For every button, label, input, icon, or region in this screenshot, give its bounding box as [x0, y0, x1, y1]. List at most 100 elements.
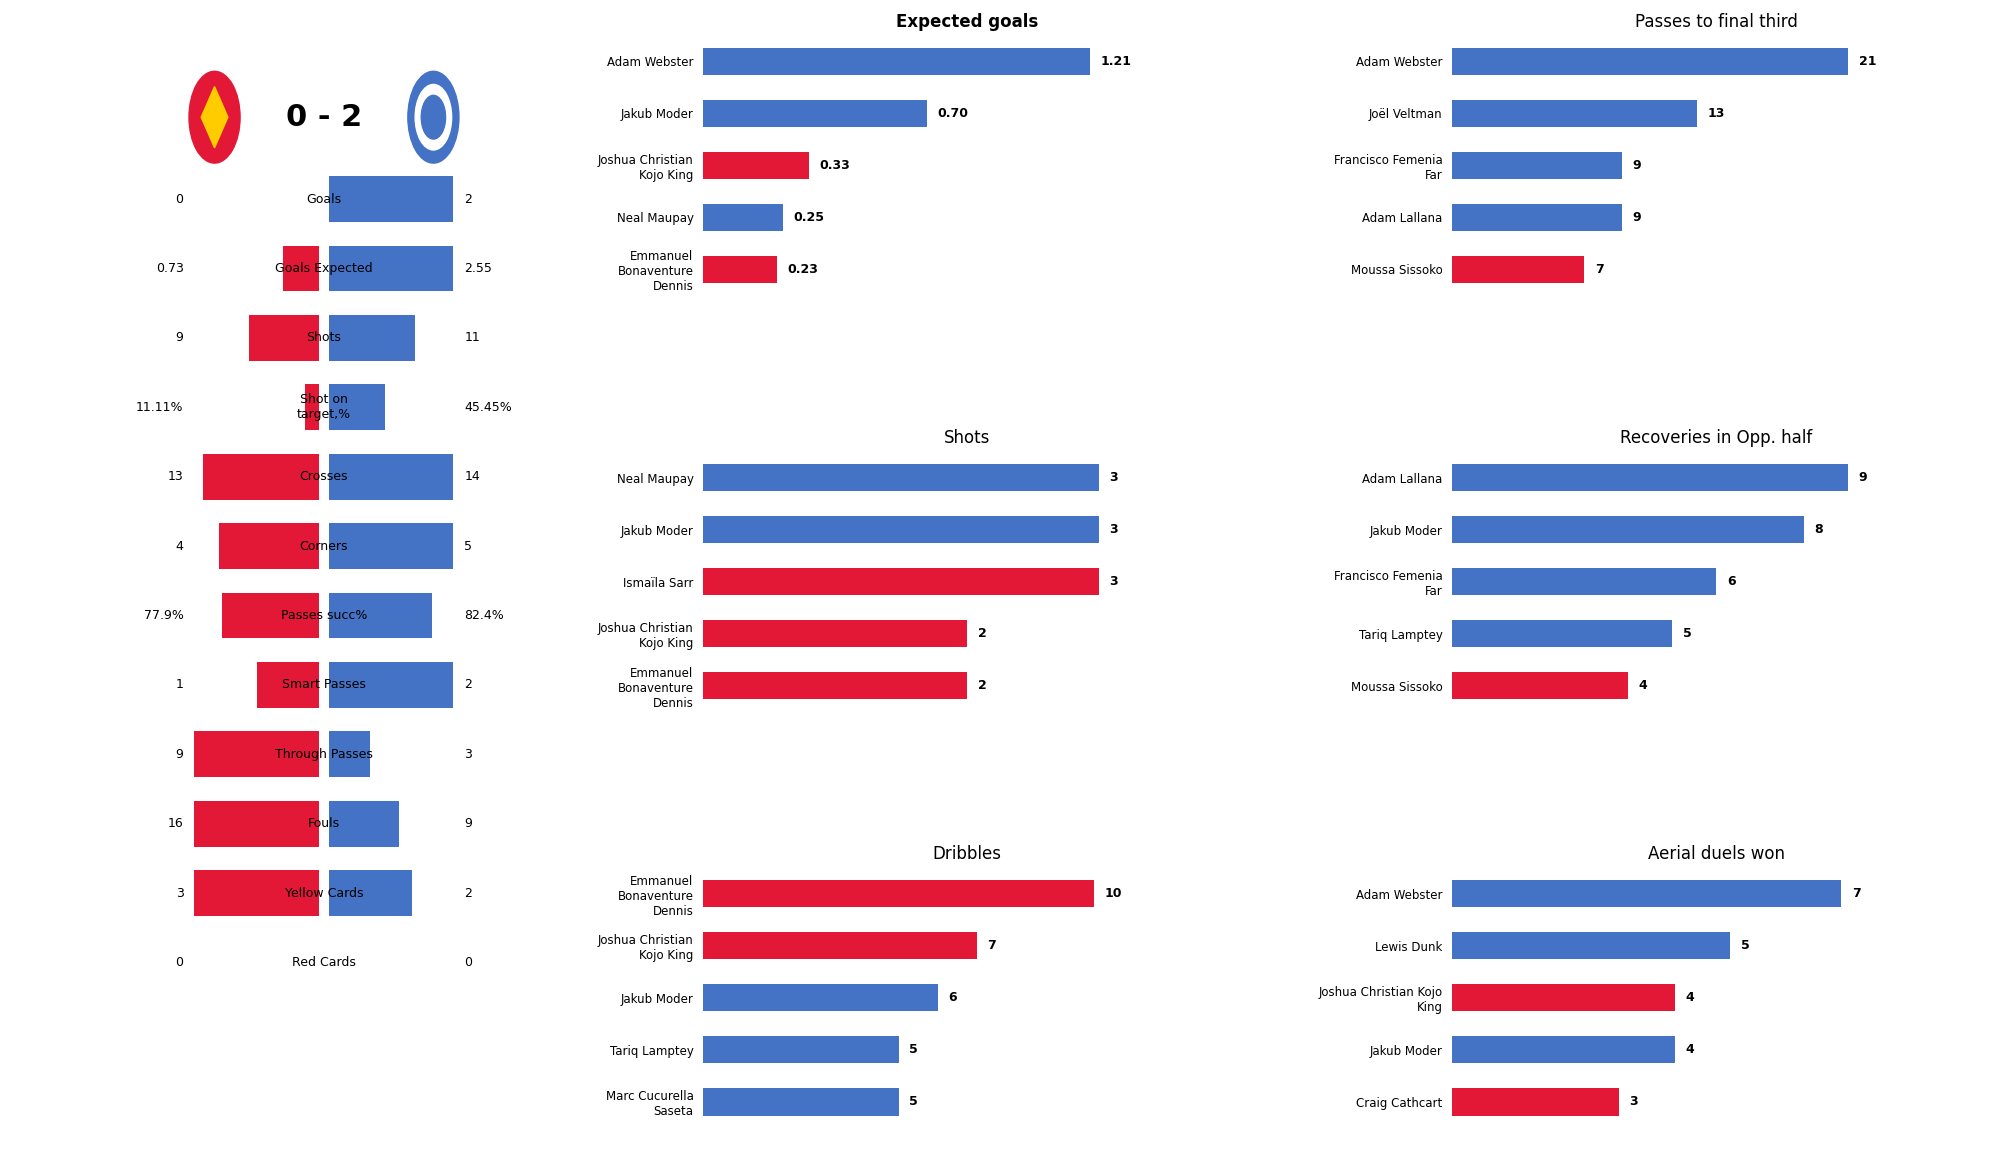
- Text: 11: 11: [464, 331, 480, 344]
- Text: Smart Passes: Smart Passes: [282, 678, 366, 691]
- Text: Red Cards: Red Cards: [292, 956, 356, 969]
- Bar: [704, 48, 1090, 75]
- Text: 2: 2: [464, 193, 472, 206]
- Bar: [1452, 256, 1584, 283]
- Bar: [704, 203, 784, 231]
- Text: 3: 3: [1110, 471, 1118, 484]
- Bar: [1452, 880, 1842, 907]
- Bar: [250, 315, 320, 361]
- Text: 9: 9: [1858, 471, 1868, 484]
- Bar: [1452, 464, 1848, 491]
- Polygon shape: [202, 87, 228, 148]
- Text: Goals Expected: Goals Expected: [276, 262, 372, 275]
- Circle shape: [408, 72, 458, 163]
- Text: Through Passes: Through Passes: [276, 747, 372, 760]
- Text: Goals: Goals: [306, 193, 342, 206]
- Bar: [704, 932, 976, 960]
- Title: Passes to final third: Passes to final third: [1634, 13, 1798, 31]
- Bar: [1452, 1088, 1620, 1115]
- Text: 2: 2: [978, 627, 986, 640]
- Bar: [328, 731, 370, 777]
- Bar: [1452, 620, 1672, 647]
- Bar: [1452, 100, 1698, 127]
- Text: 0.33: 0.33: [820, 159, 850, 172]
- Bar: [704, 152, 808, 179]
- Bar: [194, 731, 320, 777]
- Bar: [328, 592, 432, 638]
- Title: Dribbles: Dribbles: [932, 846, 1002, 864]
- Text: 11.11%: 11.11%: [136, 401, 184, 414]
- Text: 13: 13: [168, 470, 184, 483]
- Text: 16: 16: [168, 817, 184, 831]
- Text: 21: 21: [1858, 55, 1876, 68]
- Bar: [704, 256, 776, 283]
- Text: 5: 5: [464, 539, 472, 552]
- Bar: [284, 246, 320, 291]
- Bar: [328, 662, 454, 707]
- Text: 5: 5: [910, 1095, 918, 1108]
- Bar: [328, 523, 454, 569]
- Bar: [704, 620, 968, 647]
- Text: 3: 3: [1110, 575, 1118, 589]
- Title: Aerial duels won: Aerial duels won: [1648, 846, 1784, 864]
- Bar: [204, 454, 320, 499]
- Bar: [704, 464, 1098, 491]
- Text: 0.25: 0.25: [794, 210, 824, 224]
- Text: Passes succ%: Passes succ%: [280, 609, 368, 622]
- Text: 10: 10: [1104, 887, 1122, 900]
- Text: 0: 0: [176, 193, 184, 206]
- Text: 9: 9: [1632, 159, 1642, 172]
- Text: 1.21: 1.21: [1100, 55, 1132, 68]
- Text: 0.23: 0.23: [788, 263, 818, 276]
- Text: 14: 14: [464, 470, 480, 483]
- Text: 0.70: 0.70: [938, 107, 968, 120]
- Text: 4: 4: [176, 539, 184, 552]
- Text: 2.55: 2.55: [464, 262, 492, 275]
- Title: Recoveries in Opp. half: Recoveries in Opp. half: [1620, 429, 1812, 448]
- Bar: [328, 800, 398, 847]
- Bar: [1452, 672, 1628, 699]
- Text: 0.73: 0.73: [156, 262, 184, 275]
- Bar: [1452, 1036, 1674, 1063]
- Text: 0: 0: [464, 956, 472, 969]
- Text: Shot on
target,%: Shot on target,%: [296, 394, 352, 422]
- Bar: [328, 384, 386, 430]
- Bar: [1452, 568, 1716, 596]
- Bar: [222, 592, 320, 638]
- Text: 3: 3: [1110, 523, 1118, 536]
- Text: 7: 7: [1852, 887, 1860, 900]
- Title: Shots: Shots: [944, 429, 990, 448]
- Circle shape: [416, 85, 452, 150]
- Text: 45.45%: 45.45%: [464, 401, 512, 414]
- Text: 9: 9: [1632, 210, 1642, 224]
- Text: 3: 3: [1630, 1095, 1638, 1108]
- Bar: [194, 800, 320, 847]
- Text: 7: 7: [1594, 263, 1604, 276]
- Bar: [704, 1088, 898, 1115]
- Bar: [704, 672, 968, 699]
- Text: 2: 2: [464, 887, 472, 900]
- Circle shape: [190, 72, 240, 163]
- Text: 5: 5: [1682, 627, 1692, 640]
- Text: 0 - 2: 0 - 2: [286, 102, 362, 132]
- Text: 4: 4: [1686, 992, 1694, 1005]
- Text: 7: 7: [988, 939, 996, 953]
- Text: Crosses: Crosses: [300, 470, 348, 483]
- Bar: [1452, 152, 1622, 179]
- Text: 4: 4: [1686, 1043, 1694, 1056]
- Bar: [306, 384, 320, 430]
- Text: 5: 5: [1740, 939, 1750, 953]
- Bar: [328, 454, 454, 499]
- Text: 1: 1: [176, 678, 184, 691]
- Bar: [1452, 203, 1622, 231]
- Text: 13: 13: [1708, 107, 1726, 120]
- Text: 9: 9: [176, 747, 184, 760]
- Text: 0: 0: [176, 956, 184, 969]
- Bar: [328, 246, 454, 291]
- Text: 6: 6: [948, 992, 956, 1005]
- Text: Yellow Cards: Yellow Cards: [284, 887, 364, 900]
- Bar: [1452, 985, 1674, 1012]
- Bar: [704, 985, 938, 1012]
- Circle shape: [422, 95, 446, 139]
- Text: 4: 4: [1638, 679, 1648, 692]
